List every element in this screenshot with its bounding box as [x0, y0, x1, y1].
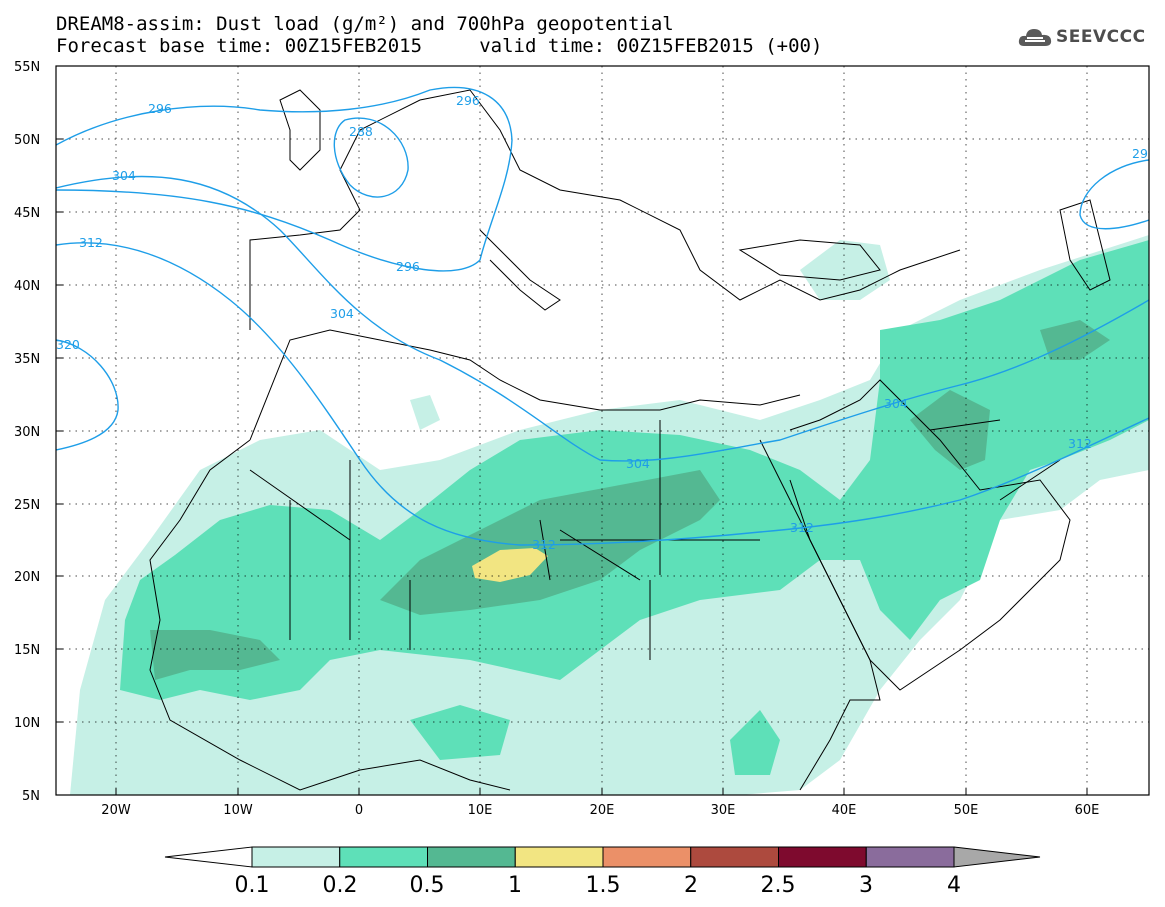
colorbar-tick-label: 0.5 — [410, 873, 445, 898]
x-tick-label: 40E — [832, 803, 857, 818]
colorbar — [164, 846, 1041, 868]
contour-label: 304 — [112, 168, 136, 183]
contour-label: 29 — [1132, 146, 1148, 161]
contour-label: 312 — [532, 537, 556, 552]
contour-label: 320 — [56, 337, 80, 352]
grid-lines — [56, 66, 1149, 795]
x-tick-label: 0 — [355, 803, 363, 818]
contour-312 — [56, 242, 1149, 546]
map-title-line2: Forecast base time: 00Z15FEB2015 valid t… — [56, 35, 823, 57]
colorbar-arrow-right — [953, 846, 1041, 868]
x-tick-label: 20W — [101, 803, 131, 818]
x-axis-labels: 20W 10W 0 10E 20E 30E 40E 50E 60E — [101, 803, 1099, 818]
x-tick-label: 10W — [223, 803, 253, 818]
colorbar-swatch — [602, 846, 692, 868]
y-tick-label: 20N — [14, 570, 40, 585]
colorbar-swatch — [778, 846, 867, 868]
y-tick-label: 25N — [14, 498, 40, 513]
dust-patch-medium-sudan — [730, 710, 780, 775]
map-title-line1: DREAM8-assim: Dust load (g/m²) and 700hP… — [56, 13, 674, 35]
coast-uk — [279, 89, 321, 171]
dust-patch-light-iberia — [410, 395, 440, 430]
contour-label: 312 — [1068, 436, 1092, 451]
contour-label: 312 — [79, 235, 103, 250]
y-tick-label: 30N — [14, 425, 40, 440]
contour-304 — [56, 175, 1149, 462]
contour-label: 304 — [884, 396, 908, 411]
dust-patch-medium-nigeria — [410, 705, 510, 760]
contour-288 — [333, 117, 409, 198]
contour-label: 304 — [626, 456, 650, 471]
dust-band-dark-gulf — [910, 390, 990, 470]
contour-label: 304 — [330, 306, 354, 321]
colorbar-arrow-left — [164, 846, 253, 868]
dust-band-dark-west — [150, 630, 280, 680]
dust-band-medium — [120, 240, 1149, 700]
contour-labels: 296 288 296 304 296 312 304 320 304 312 … — [56, 93, 1148, 552]
logo-text: SEEVCCC — [1056, 27, 1146, 47]
coastlines — [149, 89, 1111, 791]
coast-caspian — [1059, 199, 1111, 291]
y-tick-label: 50N — [14, 133, 40, 148]
y-tick-label: 15N — [14, 643, 40, 658]
contour-29x-east — [1079, 159, 1149, 230]
x-tick-label: 30E — [711, 803, 736, 818]
contour-320 — [56, 339, 119, 451]
colorbar-swatch — [251, 846, 341, 868]
colorbar-tick-label: 2.5 — [761, 873, 796, 898]
dust-band-dark-sahara — [380, 470, 720, 615]
colorbar-tick-label: 1.5 — [586, 873, 621, 898]
colorbar-tick-label: 1 — [508, 873, 522, 898]
seevccc-logo: SEEVCCC — [1018, 26, 1146, 48]
contour-296-north — [56, 86, 513, 272]
coast-europe — [249, 89, 961, 330]
contour-label: 296 — [148, 101, 172, 116]
x-tick-label: 20E — [590, 803, 615, 818]
y-tick-label: 10N — [14, 716, 40, 731]
colorbar-tick-label: 2 — [684, 873, 698, 898]
y-tick-label: 55N — [14, 60, 40, 75]
colorbar-tick-label: 0.1 — [235, 873, 270, 898]
colorbar-swatch — [514, 846, 604, 868]
dust-fields — [70, 235, 1149, 795]
contour-label: 296 — [396, 259, 420, 274]
dust-patch-light-turkey — [800, 240, 890, 300]
coast-arabia — [789, 379, 1071, 691]
coast-blacksea — [738, 239, 881, 281]
colorbar-swatch — [339, 846, 428, 868]
x-tick-label: 60E — [1075, 803, 1100, 818]
y-axis-ticks — [56, 65, 63, 796]
geopotential-contours — [56, 86, 1149, 546]
dust-patch-yellow — [472, 548, 548, 582]
colorbar-tick-label: 3 — [859, 873, 873, 898]
colorbar-swatch — [865, 846, 955, 868]
colorbar-tick-label: 4 — [947, 873, 961, 898]
coast-africa-north — [249, 329, 801, 441]
contour-label: 312 — [790, 520, 814, 535]
coast-italy — [479, 229, 561, 311]
contour-label: 296 — [456, 93, 480, 108]
x-axis-ticks — [115, 788, 1088, 795]
y-tick-label: 5N — [22, 789, 40, 804]
colorbar-labels: 0.1 0.2 0.5 1 1.5 2 2.5 3 4 — [235, 873, 962, 898]
y-tick-label: 45N — [14, 206, 40, 221]
y-tick-label: 35N — [14, 352, 40, 367]
colorbar-swatch — [690, 846, 779, 868]
cloud-icon — [1018, 29, 1052, 46]
y-axis-labels: 55N 50N 45N 40N 35N 30N 25N 20N 15N 10N … — [14, 60, 40, 804]
colorbar-tick-label: 0.2 — [323, 873, 358, 898]
contour-label: 288 — [349, 124, 373, 139]
colorbar-swatch — [427, 846, 516, 868]
x-tick-label: 50E — [954, 803, 979, 818]
coast-africa-west — [149, 439, 511, 791]
x-tick-label: 10E — [468, 803, 493, 818]
y-tick-label: 40N — [14, 279, 40, 294]
